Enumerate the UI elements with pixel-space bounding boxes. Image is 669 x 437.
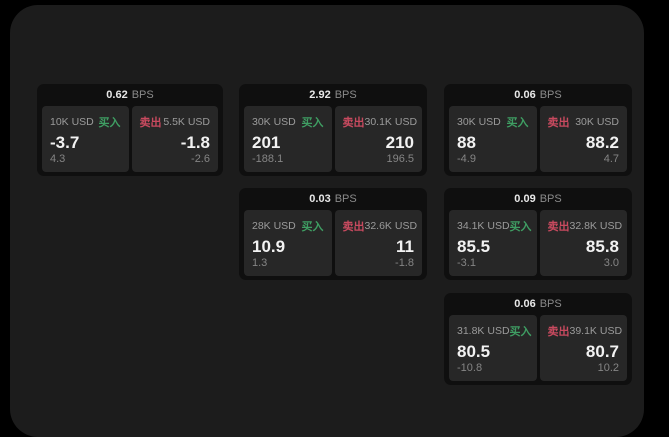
sell-side-label: 卖出: [139, 117, 162, 129]
sell-side-label: 卖出: [342, 117, 365, 129]
quote-card: 0.09 BPS 34.1K USD 买入 85.5 -3.1 卖出 32.8K…: [444, 188, 632, 280]
card-header: 0.09 BPS: [444, 188, 632, 210]
bps-unit-label: BPS: [334, 89, 357, 101]
sell-side-label: 卖出: [547, 221, 570, 233]
sell-tile[interactable]: 卖出 32.8K USD 85.8 3.0: [539, 210, 627, 276]
sell-sub-value: -2.6: [191, 153, 210, 165]
bps-unit-label: BPS: [334, 193, 357, 205]
card-header: 2.92 BPS: [239, 84, 427, 106]
sell-amount: 39.1K USD: [569, 325, 623, 337]
quote-tiles: 30K USD 买入 88 -4.9 卖出 30K USD 88.2 4.7: [444, 106, 632, 176]
bps-spread-value: 0.62: [106, 89, 128, 101]
quote-tiles: 30K USD 买入 201 -188.1 卖出 30.1K USD 210 1…: [239, 106, 427, 176]
sell-price: 80.7: [585, 341, 619, 361]
buy-amount: 30K USD: [457, 116, 501, 128]
buy-tile[interactable]: 30K USD 买入 201 -188.1: [244, 106, 332, 172]
buy-tile[interactable]: 30K USD 买入 88 -4.9: [449, 106, 537, 172]
sell-price: -1.8: [180, 132, 210, 152]
sell-tile[interactable]: 卖出 30.1K USD 210 196.5: [334, 106, 422, 172]
sell-tile[interactable]: 卖出 5.5K USD -1.8 -2.6: [131, 106, 218, 172]
sell-sub-value: 4.7: [603, 153, 619, 165]
buy-amount: 30K USD: [252, 116, 296, 128]
card-header: 0.62 BPS: [37, 84, 223, 106]
buy-amount: 10K USD: [50, 116, 94, 128]
app-window: 0.62 BPS 10K USD 买入 -3.7 4.3 卖出 5.5K USD…: [10, 5, 644, 437]
sell-tile[interactable]: 卖出 39.1K USD 80.7 10.2: [539, 315, 627, 381]
quote-tiles: 28K USD 买入 10.9 1.3 卖出 32.6K USD 11 -1.8: [239, 210, 427, 280]
buy-side-label: 买入: [301, 117, 324, 129]
buy-side-label: 买入: [509, 221, 532, 233]
sell-price: 11: [396, 236, 414, 256]
buy-side-label: 买入: [98, 117, 121, 129]
bps-unit-label: BPS: [539, 193, 562, 205]
bps-unit-label: BPS: [539, 89, 562, 101]
sell-sub-value: -1.8: [395, 257, 414, 269]
quote-card: 0.03 BPS 28K USD 买入 10.9 1.3 卖出 32.6K US…: [239, 188, 427, 280]
bps-spread-value: 0.06: [514, 298, 536, 310]
sell-amount: 5.5K USD: [163, 116, 210, 128]
card-header: 0.06 BPS: [444, 84, 632, 106]
sell-sub-value: 3.0: [603, 257, 619, 269]
sell-tile[interactable]: 卖出 30K USD 88.2 4.7: [539, 106, 627, 172]
quote-tiles: 31.8K USD 买入 80.5 -10.8 卖出 39.1K USD 80.…: [444, 315, 632, 385]
quote-tiles: 34.1K USD 买入 85.5 -3.1 卖出 32.8K USD 85.8…: [444, 210, 632, 280]
buy-price: 88: [457, 132, 476, 152]
sell-sub-value: 196.5: [386, 153, 414, 165]
buy-amount: 34.1K USD: [457, 220, 510, 232]
buy-sub-value: -188.1: [252, 153, 284, 165]
buy-amount: 31.8K USD: [457, 325, 510, 337]
buy-tile[interactable]: 31.8K USD 买入 80.5 -10.8: [449, 315, 537, 381]
buy-tile[interactable]: 28K USD 买入 10.9 1.3: [244, 210, 332, 276]
sell-amount: 32.6K USD: [364, 220, 418, 232]
buy-amount: 28K USD: [252, 220, 296, 232]
quote-tiles: 10K USD 买入 -3.7 4.3 卖出 5.5K USD -1.8 -2.…: [37, 106, 223, 176]
sell-side-label: 卖出: [342, 221, 365, 233]
buy-price: 10.9: [252, 236, 286, 256]
buy-tile[interactable]: 10K USD 买入 -3.7 4.3: [42, 106, 129, 172]
sell-amount: 32.8K USD: [569, 220, 623, 232]
buy-sub-value: 4.3: [50, 153, 66, 165]
buy-side-label: 买入: [509, 326, 532, 338]
bps-spread-value: 0.03: [309, 193, 331, 205]
quote-card: 0.06 BPS 30K USD 买入 88 -4.9 卖出 30K USD 8…: [444, 84, 632, 176]
sell-side-label: 卖出: [547, 326, 570, 338]
bps-spread-value: 2.92: [309, 89, 331, 101]
sell-amount: 30K USD: [575, 116, 619, 128]
buy-price: 201: [252, 132, 281, 152]
buy-sub-value: -3.1: [457, 257, 476, 269]
buy-sub-value: 1.3: [252, 257, 268, 269]
sell-price: 85.8: [585, 236, 619, 256]
bps-spread-value: 0.06: [514, 89, 536, 101]
sell-price: 210: [385, 132, 414, 152]
card-header: 0.03 BPS: [239, 188, 427, 210]
quote-card: 0.06 BPS 31.8K USD 买入 80.5 -10.8 卖出 39.1…: [444, 293, 632, 385]
buy-tile[interactable]: 34.1K USD 买入 85.5 -3.1: [449, 210, 537, 276]
sell-tile[interactable]: 卖出 32.6K USD 11 -1.8: [334, 210, 422, 276]
sell-side-label: 卖出: [547, 117, 570, 129]
quote-card: 0.62 BPS 10K USD 买入 -3.7 4.3 卖出 5.5K USD…: [37, 84, 223, 176]
sell-price: 88.2: [585, 132, 619, 152]
buy-side-label: 买入: [301, 221, 324, 233]
buy-sub-value: -4.9: [457, 153, 476, 165]
bps-spread-value: 0.09: [514, 193, 536, 205]
buy-side-label: 买入: [506, 117, 529, 129]
buy-price: 85.5: [457, 236, 491, 256]
sell-sub-value: 10.2: [597, 362, 619, 374]
buy-price: 80.5: [457, 341, 491, 361]
buy-sub-value: -10.8: [457, 362, 483, 374]
bps-unit-label: BPS: [539, 298, 562, 310]
bps-unit-label: BPS: [131, 89, 154, 101]
card-header: 0.06 BPS: [444, 293, 632, 315]
sell-amount: 30.1K USD: [364, 116, 418, 128]
quote-card: 2.92 BPS 30K USD 买入 201 -188.1 卖出 30.1K …: [239, 84, 427, 176]
buy-price: -3.7: [50, 132, 80, 152]
